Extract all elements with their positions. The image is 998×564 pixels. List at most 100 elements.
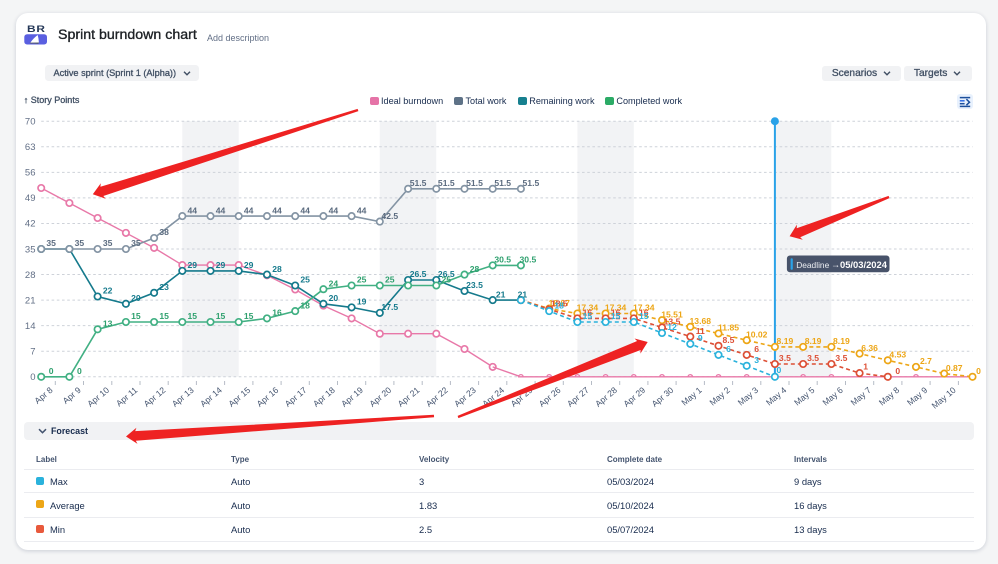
svg-text:25: 25	[300, 275, 310, 285]
svg-text:8.19: 8.19	[805, 336, 822, 346]
svg-text:13: 13	[103, 319, 113, 329]
svg-text:0: 0	[77, 366, 82, 376]
svg-text:13.5: 13.5	[664, 317, 681, 327]
svg-text:35: 35	[46, 238, 56, 248]
svg-text:25: 25	[442, 275, 452, 285]
svg-text:May 5: May 5	[792, 385, 817, 408]
svg-text:15: 15	[131, 311, 141, 321]
svg-text:Apr 10: Apr 10	[85, 385, 111, 409]
svg-text:Apr 12: Apr 12	[142, 385, 168, 409]
svg-text:Apr 9: Apr 9	[61, 385, 83, 406]
svg-text:Apr 8: Apr 8	[32, 385, 54, 406]
svg-text:Deadline: Deadline	[796, 260, 829, 270]
svg-text:0: 0	[30, 372, 35, 383]
svg-text:05/03/2024: 05/03/2024	[840, 259, 888, 270]
svg-text:22: 22	[103, 286, 113, 296]
svg-text:0: 0	[49, 366, 54, 376]
svg-text:17.5: 17.5	[381, 302, 398, 312]
svg-text:17.34: 17.34	[605, 303, 627, 313]
svg-text:51.5: 51.5	[494, 178, 511, 188]
svg-text:24: 24	[329, 278, 339, 288]
svg-text:15: 15	[216, 311, 226, 321]
svg-text:25: 25	[385, 275, 395, 285]
svg-text:6: 6	[726, 344, 731, 354]
svg-text:Apr 27: Apr 27	[565, 385, 591, 409]
svg-text:8.19: 8.19	[777, 336, 794, 346]
svg-text:3: 3	[754, 355, 759, 365]
svg-text:Apr 29: Apr 29	[621, 385, 647, 409]
svg-text:21: 21	[496, 289, 506, 299]
svg-text:Apr 23: Apr 23	[452, 385, 478, 409]
svg-text:35: 35	[25, 244, 36, 255]
svg-text:18.5: 18.5	[551, 298, 568, 308]
svg-text:17.34: 17.34	[577, 303, 599, 313]
svg-text:6: 6	[754, 344, 759, 354]
svg-text:Apr 20: Apr 20	[367, 385, 393, 409]
svg-text:8.19: 8.19	[833, 336, 850, 346]
svg-text:63: 63	[25, 142, 36, 153]
svg-text:16: 16	[272, 308, 282, 318]
svg-text:May 6: May 6	[820, 385, 845, 408]
svg-text:19: 19	[357, 297, 367, 307]
svg-text:21: 21	[25, 295, 36, 306]
svg-text:Apr 26: Apr 26	[537, 385, 563, 409]
svg-text:23.5: 23.5	[466, 280, 483, 290]
svg-text:44: 44	[329, 205, 339, 215]
svg-text:16: 16	[583, 308, 593, 318]
svg-text:20: 20	[131, 293, 141, 303]
svg-text:11: 11	[696, 326, 705, 336]
svg-text:70: 70	[25, 117, 36, 128]
svg-text:Apr 17: Apr 17	[283, 385, 309, 409]
svg-text:29: 29	[244, 260, 254, 270]
svg-text:Apr 28: Apr 28	[593, 385, 619, 409]
svg-text:Apr 15: Apr 15	[226, 385, 252, 409]
svg-text:15: 15	[639, 311, 649, 321]
svg-text:15.51: 15.51	[661, 309, 683, 319]
svg-text:May 10: May 10	[930, 385, 958, 411]
svg-text:21: 21	[518, 289, 528, 299]
svg-text:10.02: 10.02	[746, 329, 768, 339]
svg-text:Apr 19: Apr 19	[339, 385, 365, 409]
svg-text:35: 35	[75, 238, 85, 248]
svg-text:35: 35	[131, 238, 141, 248]
svg-text:20: 20	[329, 293, 339, 303]
svg-text:May 4: May 4	[764, 385, 789, 408]
svg-text:3.5: 3.5	[807, 353, 819, 363]
svg-text:6.36: 6.36	[861, 343, 878, 353]
svg-text:25: 25	[357, 275, 367, 285]
svg-text:30.5: 30.5	[494, 255, 511, 265]
svg-text:0: 0	[777, 365, 782, 375]
svg-text:Apr 13: Apr 13	[170, 385, 196, 409]
svg-text:17.34: 17.34	[633, 303, 655, 313]
svg-text:42: 42	[25, 219, 36, 230]
svg-text:16: 16	[611, 308, 621, 318]
svg-text:13.68: 13.68	[690, 316, 712, 326]
svg-text:2.7: 2.7	[920, 356, 932, 366]
svg-text:Apr 30: Apr 30	[650, 385, 676, 409]
svg-text:51.5: 51.5	[523, 178, 540, 188]
svg-text:Apr 16: Apr 16	[255, 385, 281, 409]
svg-text:3.5: 3.5	[835, 353, 847, 363]
svg-text:Apr 14: Apr 14	[198, 385, 224, 409]
svg-text:Apr 18: Apr 18	[311, 385, 337, 409]
svg-text:May 8: May 8	[877, 385, 902, 408]
svg-text:51.5: 51.5	[466, 178, 483, 188]
svg-text:BR: BR	[27, 24, 46, 34]
svg-text:18: 18	[300, 300, 310, 310]
svg-text:15: 15	[583, 311, 593, 321]
svg-text:44: 44	[244, 205, 254, 215]
svg-text:→: →	[831, 260, 840, 270]
svg-text:35: 35	[103, 238, 113, 248]
svg-text:38: 38	[159, 227, 169, 237]
svg-text:56: 56	[25, 168, 36, 179]
svg-text:18: 18	[554, 300, 564, 310]
svg-text:49: 49	[25, 193, 36, 204]
svg-text:May 2: May 2	[708, 385, 733, 408]
svg-text:0.87: 0.87	[946, 363, 963, 373]
svg-text:May 1: May 1	[679, 385, 704, 408]
svg-text:42.5: 42.5	[381, 211, 398, 221]
svg-text:26.5: 26.5	[410, 269, 427, 279]
svg-text:15: 15	[244, 311, 254, 321]
svg-text:9: 9	[698, 333, 703, 343]
svg-text:51.5: 51.5	[410, 178, 427, 188]
